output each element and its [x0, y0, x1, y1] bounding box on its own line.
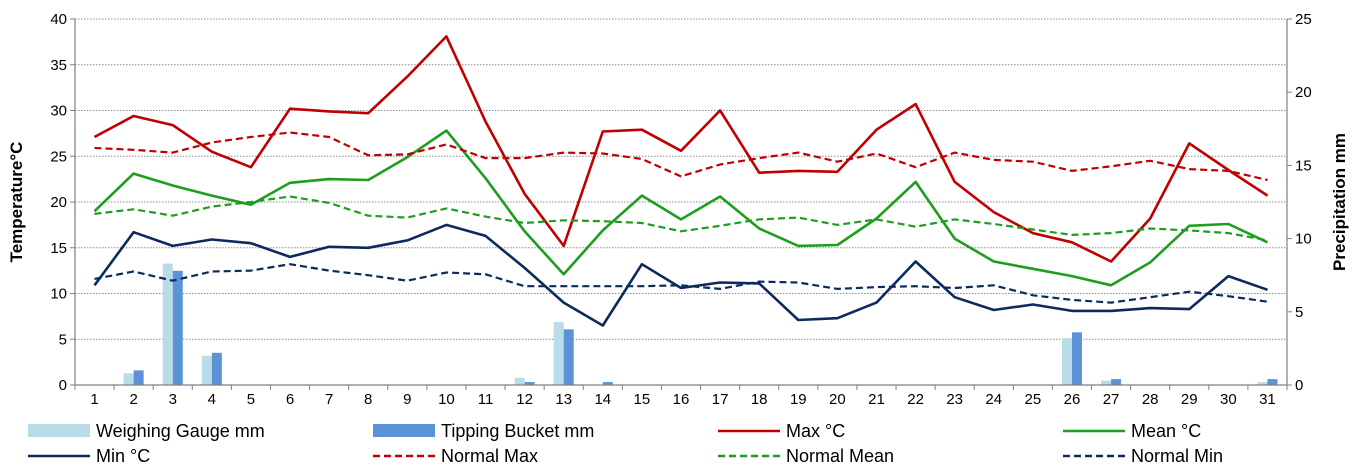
temperature-lines — [93, 35, 1269, 327]
x-tick-label: 15 — [634, 391, 651, 408]
x-tick-label: 24 — [985, 391, 1002, 408]
legend-item: Normal Mean — [718, 446, 894, 466]
bar-weighing-gauge — [553, 322, 564, 385]
y-left-tick-label: 15 — [50, 240, 67, 257]
legend-item: Normal Max — [373, 446, 538, 466]
bar-tipping-bucket — [524, 382, 535, 385]
legend-item: Min °C — [28, 446, 150, 466]
x-tick-label: 1 — [90, 391, 98, 408]
y-left-tick-label: 30 — [50, 103, 67, 120]
legend-label: Weighing Gauge mm — [96, 421, 265, 441]
x-tick-label: 22 — [907, 391, 924, 408]
legend-item: Weighing Gauge mm — [28, 421, 265, 441]
x-tick-label: 3 — [169, 391, 177, 408]
y-right-tick-label: 5 — [1295, 304, 1303, 321]
x-tick-label: 14 — [594, 391, 611, 408]
series-line-mean-c — [93, 129, 1269, 287]
x-tick-label: 16 — [673, 391, 690, 408]
y-left-tick-label: 10 — [50, 286, 67, 303]
precipitation-bars — [123, 263, 1278, 385]
series-line-normal-max — [94, 131, 1268, 182]
axes — [70, 18, 1292, 390]
y-left-tick-label: 40 — [50, 11, 67, 28]
x-tick-label: 4 — [208, 391, 216, 408]
x-tick-label: 6 — [286, 391, 294, 408]
x-tick-label: 5 — [247, 391, 255, 408]
gridlines — [75, 18, 1287, 340]
x-tick-label: 26 — [1064, 391, 1081, 408]
y-right-tick-label: 10 — [1295, 231, 1312, 248]
legend-label: Normal Min — [1131, 446, 1223, 466]
x-tick-label: 9 — [403, 391, 411, 408]
bar-tipping-bucket — [172, 270, 183, 385]
legend-label: Normal Max — [441, 446, 538, 466]
x-tick-label: 25 — [1025, 391, 1042, 408]
bar-weighing-gauge — [1061, 338, 1072, 385]
legend-swatch — [28, 424, 90, 437]
bar-weighing-gauge — [1257, 382, 1268, 385]
y-left-tick-label: 25 — [50, 148, 67, 165]
bar-tipping-bucket — [211, 352, 222, 385]
y-left-tick-label: 0 — [59, 377, 67, 394]
y-left-tick-label: 20 — [50, 194, 67, 211]
y-right-tick-label: 15 — [1295, 157, 1312, 174]
bar-weighing-gauge — [162, 263, 173, 385]
x-tick-label: 10 — [438, 391, 455, 408]
bar-weighing-gauge — [1101, 380, 1112, 385]
series-line-min-c — [93, 223, 1268, 327]
x-tick-label: 18 — [751, 391, 768, 408]
y-left-tick-label: 35 — [50, 57, 67, 74]
legend-item: Tipping Bucket mm — [373, 421, 594, 441]
x-tick-label: 29 — [1181, 391, 1198, 408]
x-tick-label: 13 — [555, 391, 572, 408]
x-tick-label: 2 — [129, 391, 137, 408]
x-tick-label: 31 — [1259, 391, 1276, 408]
y-axis-right-title: Precipitation mm — [1330, 133, 1349, 271]
y-right-tick-label: 25 — [1295, 11, 1312, 28]
x-tick-label: 21 — [868, 391, 885, 408]
series-line-normal-min — [94, 263, 1268, 304]
bar-tipping-bucket — [602, 382, 613, 385]
bar-weighing-gauge — [201, 355, 212, 385]
y-axis-left-title: Temperature°C — [7, 142, 26, 263]
bar-tipping-bucket — [133, 370, 144, 385]
legend: Weighing Gauge mm Tipping Bucket mm Max °C… — [28, 421, 1223, 466]
series-line-max-c — [93, 35, 1269, 263]
legend-label: Normal Mean — [786, 446, 894, 466]
x-tick-label: 19 — [790, 391, 807, 408]
y-right-tick-label: 0 — [1295, 377, 1303, 394]
x-tick-label: 28 — [1142, 391, 1159, 408]
bar-tipping-bucket — [563, 329, 574, 385]
x-tick-label: 7 — [325, 391, 333, 408]
legend-item: Max °C — [718, 421, 845, 441]
series-line-normal-mean — [94, 195, 1268, 242]
x-tick-label: 30 — [1220, 391, 1237, 408]
x-tick-label: 27 — [1103, 391, 1120, 408]
y-right-tick-label: 20 — [1295, 84, 1312, 101]
bar-tipping-bucket — [1111, 379, 1122, 385]
x-tick-label: 8 — [364, 391, 372, 408]
bar-weighing-gauge — [514, 377, 525, 385]
x-tick-label: 17 — [712, 391, 729, 408]
legend-item: Normal Min — [1063, 446, 1223, 466]
x-tick-label: 11 — [478, 391, 494, 408]
legend-label: Tipping Bucket mm — [441, 421, 594, 441]
x-tick-label: 12 — [516, 391, 533, 408]
legend-label: Min °C — [96, 446, 150, 466]
legend-label: Max °C — [786, 421, 845, 441]
x-tick-label: 23 — [946, 391, 963, 408]
x-tick-label: 20 — [829, 391, 846, 408]
legend-label: Mean °C — [1131, 421, 1201, 441]
legend-item: Mean °C — [1063, 421, 1201, 441]
bar-tipping-bucket — [1071, 332, 1082, 385]
bar-weighing-gauge — [123, 373, 134, 385]
y-left-tick-label: 5 — [59, 331, 67, 348]
legend-swatch — [373, 424, 435, 437]
bar-tipping-bucket — [1267, 379, 1278, 385]
